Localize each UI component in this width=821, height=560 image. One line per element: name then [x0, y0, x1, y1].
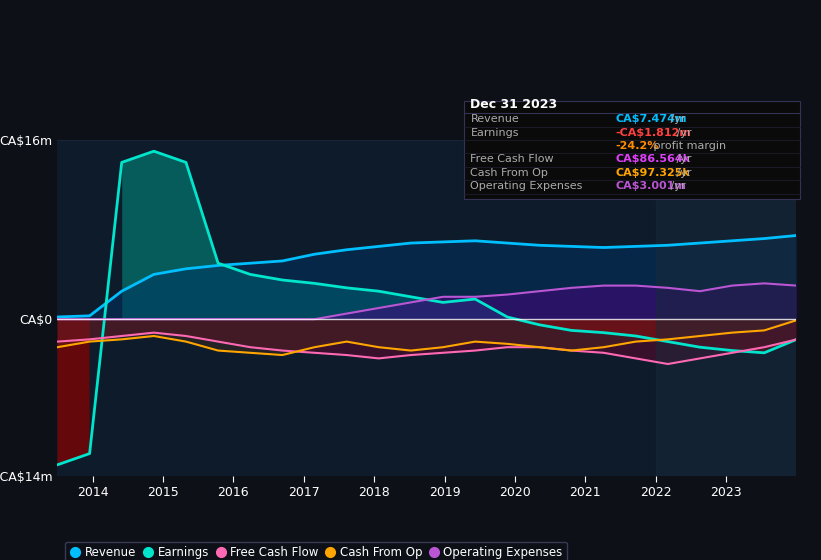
Text: -24.2%: -24.2% — [616, 141, 659, 151]
Text: /yr: /yr — [667, 114, 686, 124]
Text: /yr: /yr — [673, 128, 692, 138]
Legend: Revenue, Earnings, Free Cash Flow, Cash From Op, Operating Expenses: Revenue, Earnings, Free Cash Flow, Cash … — [65, 542, 567, 560]
Text: CA$3.001m: CA$3.001m — [616, 181, 686, 192]
Text: /yr: /yr — [667, 181, 686, 192]
Text: profit margin: profit margin — [650, 141, 727, 151]
Text: Earnings: Earnings — [470, 128, 519, 138]
Text: Dec 31 2023: Dec 31 2023 — [470, 97, 557, 110]
Text: -CA$1.812m: -CA$1.812m — [616, 128, 691, 138]
Text: CA$86.564k: CA$86.564k — [616, 155, 691, 165]
Text: Cash From Op: Cash From Op — [470, 168, 548, 178]
Text: /yr: /yr — [673, 155, 692, 165]
Text: CA$7.474m: CA$7.474m — [616, 114, 687, 124]
Text: Operating Expenses: Operating Expenses — [470, 181, 583, 192]
Bar — [656, 140, 796, 476]
Text: CA$97.325k: CA$97.325k — [616, 168, 690, 178]
Text: Revenue: Revenue — [470, 114, 519, 124]
Text: Free Cash Flow: Free Cash Flow — [470, 155, 554, 165]
Text: /yr: /yr — [673, 168, 692, 178]
